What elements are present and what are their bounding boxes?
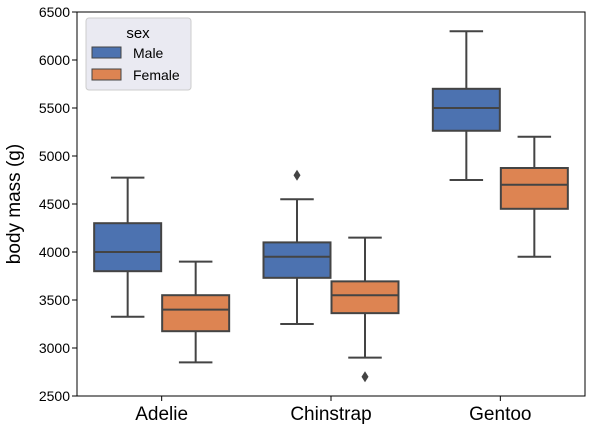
x-tick-label: Chinstrap bbox=[290, 404, 371, 425]
legend-label-male: Male bbox=[133, 45, 164, 61]
outlier-point bbox=[361, 371, 369, 383]
box-iqr bbox=[262, 241, 332, 279]
plot-area bbox=[76, 11, 586, 397]
y-tick-label: 5500 bbox=[39, 100, 70, 116]
box-iqr bbox=[330, 280, 400, 315]
legend-swatch-male bbox=[91, 46, 122, 59]
x-tick-label: Gentoo bbox=[469, 404, 531, 425]
y-tick-label: 2500 bbox=[39, 388, 70, 404]
y-tick-label: 4000 bbox=[39, 244, 70, 260]
y-tick-label: 3500 bbox=[39, 292, 70, 308]
box-female-chinstrap bbox=[330, 236, 400, 383]
box-male-gentoo bbox=[431, 30, 501, 181]
box-male-adelie bbox=[93, 176, 163, 318]
box-female-adelie bbox=[161, 260, 231, 364]
box-iqr bbox=[93, 222, 163, 273]
legend-swatch-female bbox=[91, 68, 122, 81]
y-axis: 2500 3000 3500 4000 4500 5000 5500 6000 6500 bbox=[39, 4, 77, 404]
box-iqr bbox=[499, 167, 569, 210]
x-axis: Adelie Chinstrap Gentoo bbox=[135, 396, 531, 425]
legend: sex Male Female bbox=[85, 17, 192, 91]
box-female-gentoo bbox=[499, 135, 569, 258]
y-axis-title: body mass (g) bbox=[4, 144, 25, 264]
y-tick-label: 6000 bbox=[39, 52, 70, 68]
outlier-point bbox=[293, 169, 301, 181]
box-male-chinstrap bbox=[262, 169, 332, 325]
y-tick-label: 6500 bbox=[39, 4, 70, 20]
y-tick-label: 4500 bbox=[39, 196, 70, 212]
y-tick-label: 3000 bbox=[39, 340, 70, 356]
y-tick-label: 5000 bbox=[39, 148, 70, 164]
box-iqr bbox=[161, 294, 231, 333]
box-iqr bbox=[431, 87, 501, 132]
legend-label-female: Female bbox=[133, 67, 180, 83]
x-tick-label: Adelie bbox=[135, 404, 188, 425]
legend-title: sex bbox=[126, 25, 150, 42]
